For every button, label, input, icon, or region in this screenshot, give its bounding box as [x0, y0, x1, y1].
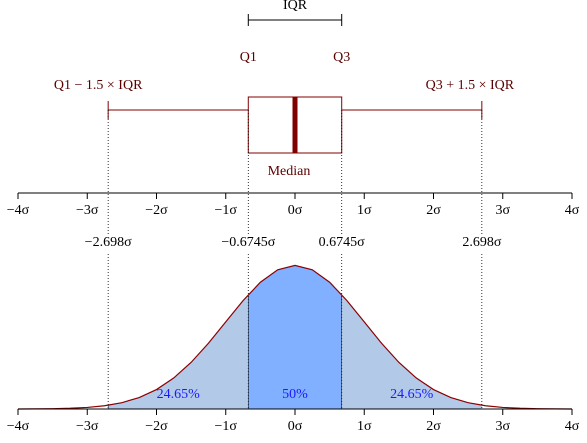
x-tick-label: −1σ [215, 203, 238, 218]
x-tick-label: −4σ [7, 203, 30, 218]
boundary-label: −2.698σ [85, 235, 132, 250]
label-bg [301, 234, 382, 252]
region [248, 265, 342, 409]
region-label: 50% [282, 387, 308, 402]
x-tick-label: 1σ [357, 203, 372, 218]
x-tick-label: 0σ [288, 203, 303, 218]
boundary-label: −0.6745σ [221, 235, 275, 250]
whislo-label: Q1 − 1.5 × IQR [54, 78, 143, 93]
label-bg [208, 234, 289, 252]
x-tick-label: −4σ [7, 419, 30, 434]
x-tick-label: −3σ [76, 203, 99, 218]
median-label: Median [268, 164, 311, 179]
x-tick-label: −3σ [76, 419, 99, 434]
x-tick-label: 0σ [288, 419, 303, 434]
q1-label: Q1 [240, 50, 257, 65]
label-bg [68, 234, 149, 252]
q3-label: Q3 [333, 50, 350, 65]
x-tick-label: 3σ [495, 419, 510, 434]
x-tick-label: 4σ [565, 203, 580, 218]
region-label: 24.65% [390, 387, 434, 402]
boundary-label: 0.6745σ [319, 235, 366, 250]
x-tick-label: −2σ [145, 203, 168, 218]
x-tick-label: −1σ [215, 419, 238, 434]
whishi-label: Q3 + 1.5 × IQR [426, 78, 515, 93]
iqr-label: IQR [283, 0, 308, 13]
x-tick-label: 1σ [357, 419, 372, 434]
label-bg [441, 234, 522, 252]
x-tick-label: 4σ [565, 419, 580, 434]
x-tick-label: −2σ [145, 419, 168, 434]
x-tick-label: 2σ [426, 203, 441, 218]
density-curve [17, 264, 573, 410]
x-tick-label: 2σ [426, 419, 441, 434]
x-tick-label: 3σ [495, 203, 510, 218]
boundary-label: 2.698σ [462, 235, 502, 250]
region-label: 24.65% [157, 387, 201, 402]
